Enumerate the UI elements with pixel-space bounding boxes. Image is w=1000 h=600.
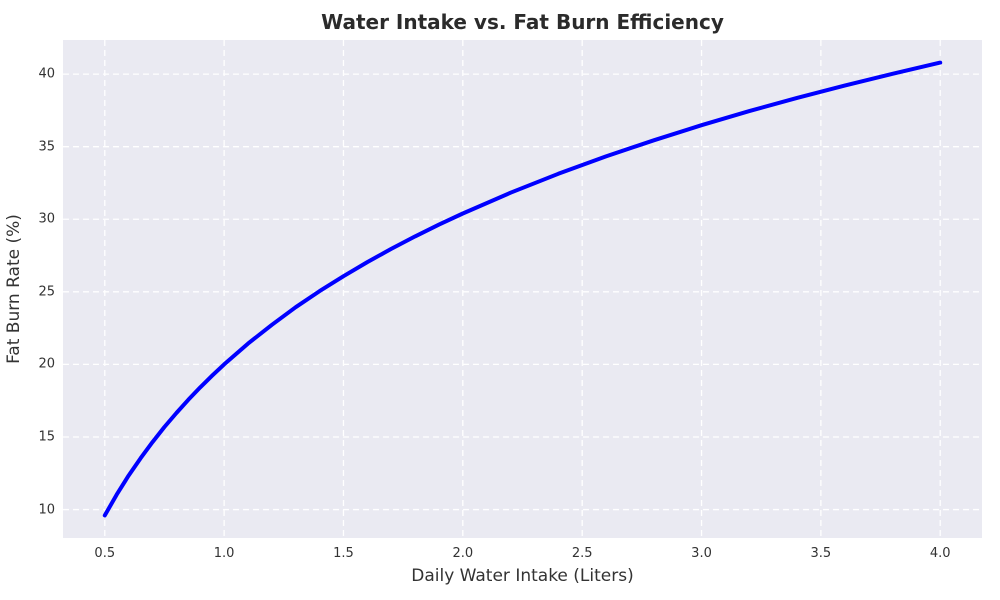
- data-line-series: [102, 60, 943, 518]
- y-tick-label: 35: [38, 139, 55, 155]
- y-tick-label: 30: [38, 211, 55, 227]
- x-tick-label: 4.0: [929, 546, 951, 561]
- x-tick-label: 1.5: [333, 546, 354, 561]
- plot-area: [63, 40, 982, 538]
- gridlines: [63, 40, 982, 538]
- y-tick-label: 10: [38, 502, 55, 518]
- x-axis-label: Daily Water Intake (Liters): [411, 566, 634, 586]
- x-tick-label: 2.0: [452, 546, 474, 561]
- y-axis-label: Fat Burn Rate (%): [4, 214, 24, 364]
- y-tick-label: 20: [38, 356, 55, 372]
- x-tick-label: 2.5: [571, 546, 593, 561]
- y-tick-label: 40: [38, 66, 55, 82]
- x-tick-label: 0.5: [94, 546, 116, 561]
- y-tick-label: 15: [38, 429, 55, 445]
- y-tick-label: 25: [38, 284, 55, 300]
- x-tick-label: 3.5: [810, 546, 832, 561]
- x-tick-label: 3.0: [691, 546, 712, 561]
- x-tick-label: 1.0: [213, 546, 235, 561]
- chart-canvas: [63, 40, 982, 538]
- chart-title: Water Intake vs. Fat Burn Efficiency: [321, 10, 724, 34]
